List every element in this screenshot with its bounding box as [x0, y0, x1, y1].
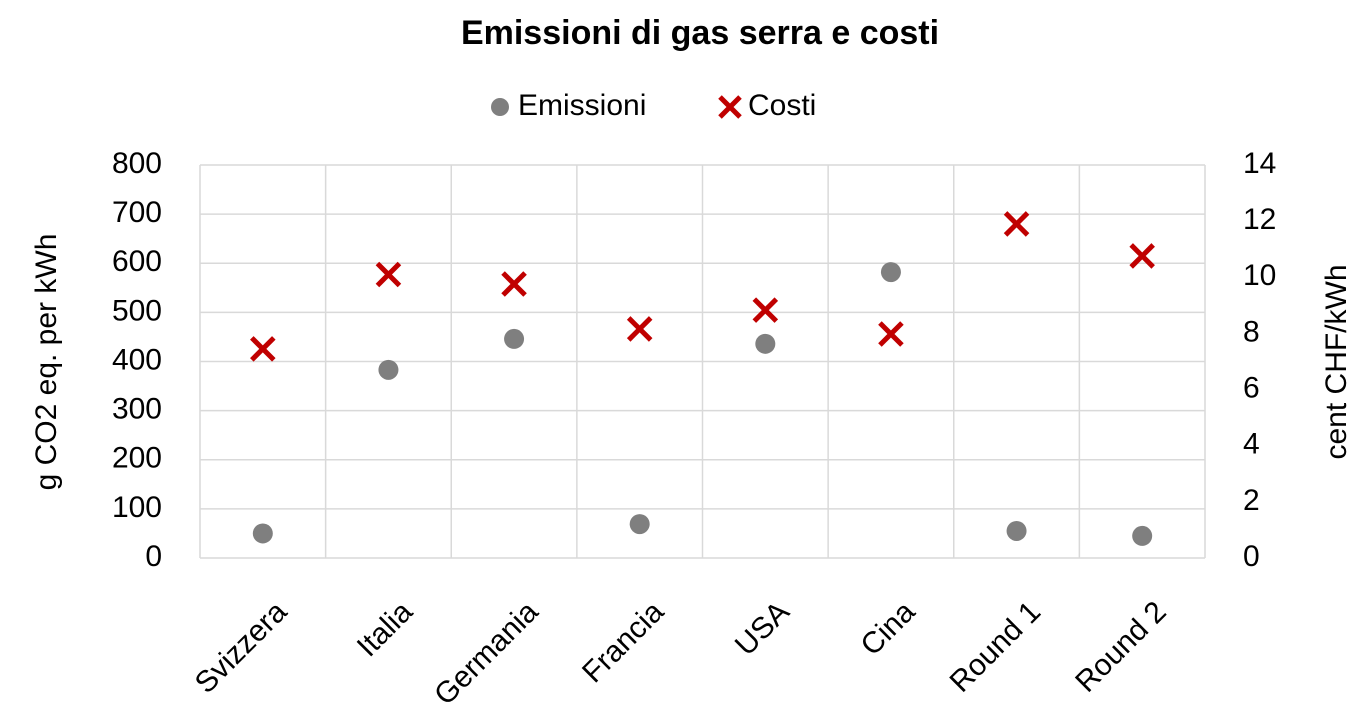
cross-stroke — [626, 316, 653, 342]
legend-label: Costi — [748, 89, 816, 122]
x-tick-label: Round 1 — [944, 595, 1048, 699]
y2-tick-label: 0 — [1243, 540, 1260, 573]
y2-axis-label: cent CHF/kWh — [1320, 264, 1353, 459]
emission-point — [1006, 520, 1027, 541]
cost-point — [1003, 211, 1030, 237]
y-tick-label: 700 — [112, 196, 162, 229]
cross-stroke — [1003, 211, 1030, 237]
cross-stroke — [375, 261, 402, 288]
x-tick-label: Germania — [428, 595, 545, 712]
y-tick-label: 100 — [112, 491, 162, 524]
x-tick-label: USA — [729, 595, 796, 662]
y2-tick-label: 14 — [1243, 147, 1276, 180]
y-tick-label: 800 — [112, 147, 162, 180]
emission-point — [1132, 525, 1153, 546]
x-tick-label: Round 2 — [1069, 595, 1173, 699]
legend-label: Emissioni — [518, 89, 646, 122]
cost-point — [501, 271, 527, 297]
y-tick-label: 300 — [112, 393, 162, 426]
x-tick-label: Italia — [351, 595, 419, 663]
chart-title: Emissioni di gas serra e costi — [461, 14, 939, 52]
y2-tick-label: 6 — [1243, 371, 1260, 404]
emission-point — [378, 359, 399, 380]
y2-tick-label: 8 — [1243, 315, 1260, 348]
x-tick-label: Cina — [855, 595, 922, 662]
cross-stroke — [878, 321, 904, 347]
emission-point — [880, 262, 901, 283]
cost-point — [878, 321, 904, 347]
cross-stroke — [250, 336, 276, 362]
cost-point — [375, 261, 402, 288]
emission-point — [252, 523, 273, 544]
cross-stroke — [501, 271, 527, 297]
y2-tick-label: 12 — [1243, 203, 1276, 236]
cross-stroke — [752, 297, 779, 323]
cost-point — [1129, 243, 1155, 269]
y-tick-label: 0 — [145, 540, 162, 573]
y-tick-label: 500 — [112, 294, 162, 327]
emission-point — [755, 333, 776, 354]
x-tick-label: Svizzera — [189, 595, 294, 700]
y-tick-label: 400 — [112, 343, 162, 376]
cross-stroke — [1129, 243, 1155, 269]
cost-point — [250, 336, 276, 362]
legend-marker — [718, 95, 742, 119]
emission-point — [504, 328, 525, 349]
y-tick-label: 600 — [112, 245, 162, 278]
legend-marker — [491, 98, 509, 116]
cost-point — [626, 316, 653, 342]
y-axis-label: g CO2 eq. per kWh — [30, 234, 63, 491]
y2-tick-label: 4 — [1243, 428, 1260, 461]
y-tick-label: 200 — [112, 442, 162, 475]
cost-point — [752, 297, 779, 323]
y2-tick-label: 10 — [1243, 259, 1276, 292]
emission-point — [629, 514, 650, 535]
x-tick-label: Francia — [576, 595, 670, 689]
y2-tick-label: 2 — [1243, 484, 1260, 517]
